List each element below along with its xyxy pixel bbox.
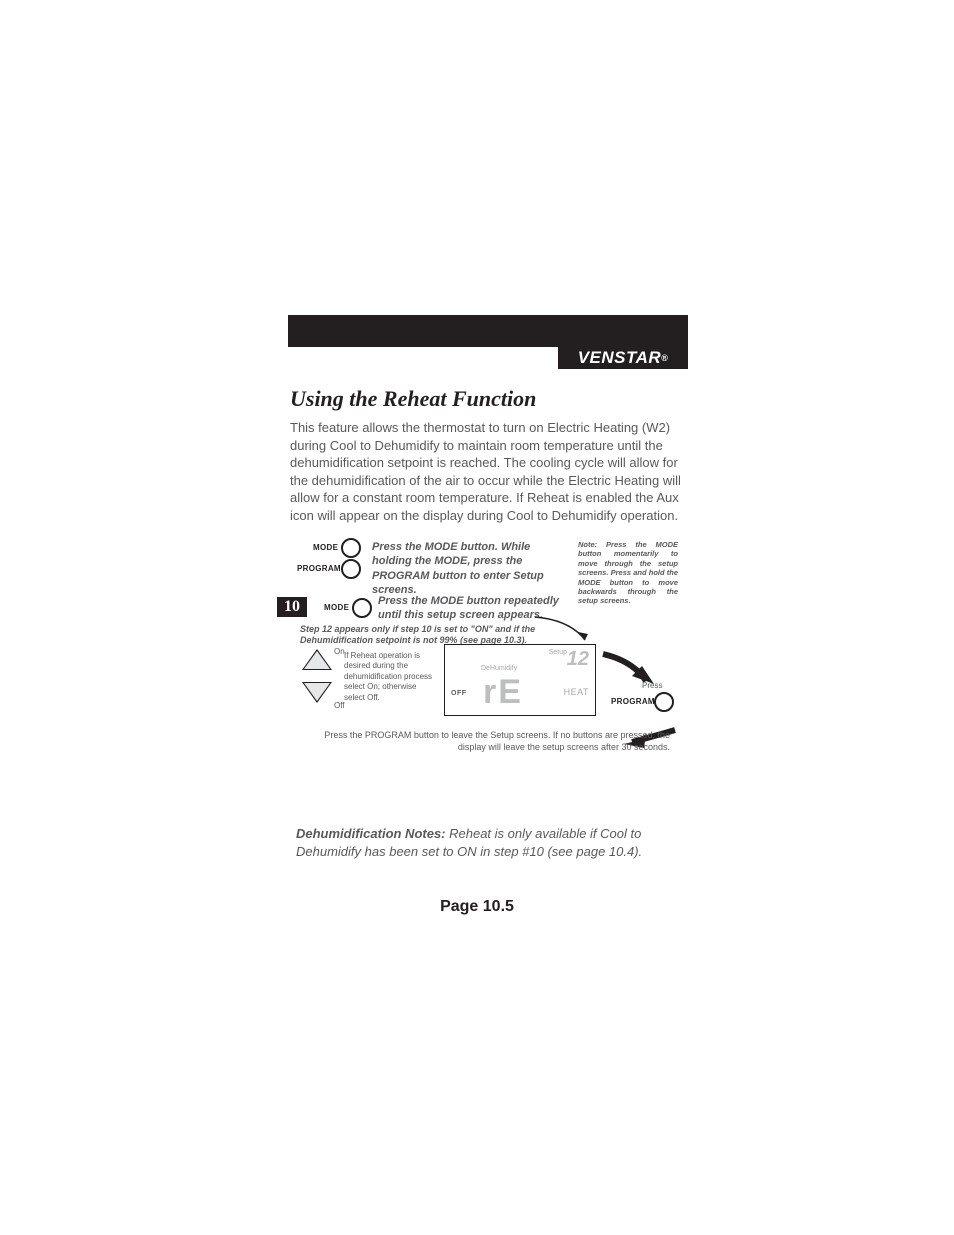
exit-instruction: Press the PROGRAM button to leave the Se… xyxy=(320,730,670,753)
header-black-bar xyxy=(288,315,688,347)
lcd-dehumidify-label: DeHumidify xyxy=(481,665,517,672)
mode-label-2: MODE xyxy=(324,603,349,612)
dh-notes-label: Dehumidification Notes: xyxy=(296,826,446,841)
lcd-off-label: OFF xyxy=(451,690,467,697)
step-number-box: 10 xyxy=(277,597,307,617)
dehumidification-notes: Dehumidification Notes: Reheat is only a… xyxy=(296,825,696,860)
instruction-1: Press the MODE button. While holding the… xyxy=(372,540,572,597)
program-button-icon-1 xyxy=(341,559,361,579)
brand-text: VENSTAR xyxy=(578,348,661,368)
mode-label-1: MODE xyxy=(313,543,338,552)
lcd-main-value: rE xyxy=(483,673,523,712)
off-label: Off xyxy=(334,701,345,710)
mode-button-icon-2 xyxy=(352,598,372,618)
page-title: Using the Reheat Function xyxy=(290,386,536,412)
up-arrow-icon xyxy=(302,649,332,670)
brand-reg: ® xyxy=(661,353,668,363)
page-number: Page 10.5 xyxy=(0,898,954,916)
reheat-description: If Reheat operation is desired during th… xyxy=(344,651,439,703)
program-button-icon-2 xyxy=(654,692,674,712)
intro-paragraph: This feature allows the thermostat to tu… xyxy=(290,419,690,524)
brand-logo: VENSTAR® xyxy=(558,347,688,369)
program-label-1: PROGRAM xyxy=(297,564,341,573)
lcd-step-number: 12 xyxy=(567,648,589,671)
lcd-setup-label: Setup xyxy=(549,649,567,656)
press-label: Press xyxy=(642,681,662,690)
lcd-screen: Setup 12 DeHumidify OFF rE HEAT xyxy=(444,644,596,716)
mode-note: Note: Press the MODE button momentarily … xyxy=(578,540,678,606)
page: VENSTAR® Using the Reheat Function This … xyxy=(0,0,954,1235)
down-arrow-icon xyxy=(302,682,332,703)
program-label-2: PROGRAM xyxy=(611,697,655,706)
mode-button-icon-1 xyxy=(341,538,361,558)
lcd-heat-label: HEAT xyxy=(564,687,589,697)
